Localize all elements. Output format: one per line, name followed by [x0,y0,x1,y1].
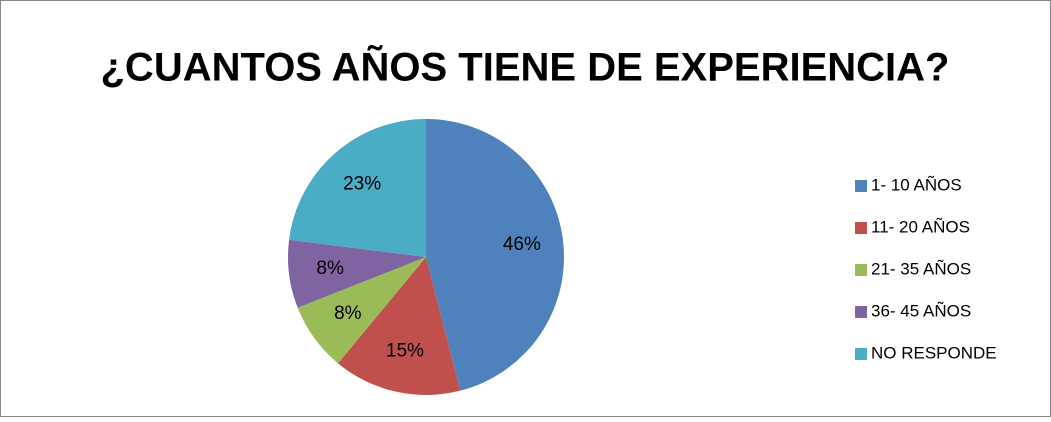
legend-swatch [855,180,867,192]
data-label: 23% [343,174,381,195]
legend-label: 11- 20 AÑOS [871,217,970,236]
pie-slice [338,257,461,396]
data-label: 8% [334,303,362,324]
legend-label: 1- 10 AÑOS [871,175,962,194]
pie-slice [288,239,426,308]
data-label: 15% [386,340,424,361]
data-label: 46% [503,234,541,255]
legend-swatch [855,348,867,360]
legend-swatch [855,306,867,318]
chart-title: ¿CUANTOS AÑOS TIENE DE EXPERIENCIA? [101,44,950,90]
data-label: 8% [316,258,344,279]
legend-swatch [855,222,867,234]
legend-swatch [855,264,867,276]
pie-slice [289,119,426,257]
legend-label: NO RESPONDE [871,343,997,362]
pie-slice [426,119,565,391]
pie-slice [297,257,426,364]
legend-label: 36- 45 AÑOS [871,301,971,320]
legend-label: 21- 35 AÑOS [871,259,971,278]
